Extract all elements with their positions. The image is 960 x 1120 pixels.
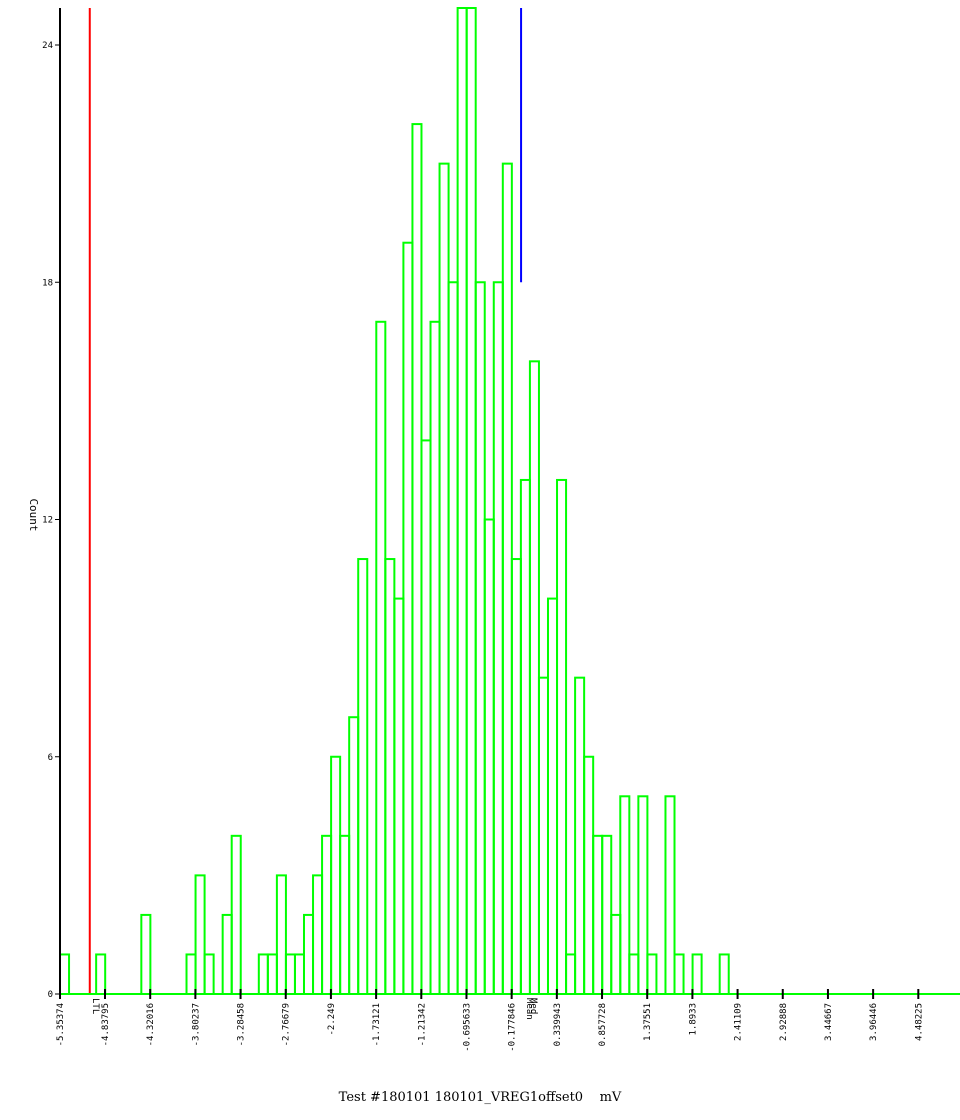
x-tick-label: 3.96446 — [869, 1003, 879, 1041]
histogram-bar — [646, 953, 658, 995]
histogram-bar — [321, 834, 333, 995]
histogram-bar — [420, 439, 432, 995]
histogram-bar — [610, 913, 622, 996]
x-tick-label: -1.73121 — [372, 1003, 382, 1046]
histogram-bar — [275, 874, 287, 995]
histogram-bar — [601, 834, 613, 995]
histogram-bar — [456, 7, 468, 995]
histogram-bar — [637, 795, 649, 996]
histogram-bars — [59, 7, 730, 996]
histogram-bar — [411, 123, 423, 996]
histogram-bar — [673, 953, 685, 995]
histogram-bar — [221, 913, 233, 996]
histogram-bar — [384, 558, 396, 996]
y-tick-label: 0 — [48, 990, 53, 1000]
x-tick-label: -1.21342 — [417, 1003, 427, 1046]
axes — [59, 8, 960, 995]
y-tick-label: 12 — [42, 516, 53, 526]
x-tick-label: 0.857728 — [598, 1003, 608, 1046]
histogram-bar — [203, 953, 215, 995]
histogram-bar — [140, 913, 152, 996]
x-tick-label: -5.35374 — [56, 1003, 66, 1046]
histogram-bar — [537, 676, 549, 996]
histogram-bar — [501, 162, 513, 995]
median-label: Med — [528, 998, 538, 1014]
histogram-bar — [339, 834, 351, 995]
x-tick-label: -3.80237 — [191, 1003, 201, 1046]
histogram-bar — [257, 953, 269, 995]
limit-label-ltl: LTL — [90, 998, 100, 1014]
y-axis-label: Count — [27, 498, 40, 531]
histogram-bar — [293, 953, 305, 995]
histogram-bar — [185, 953, 197, 995]
histogram-bar — [230, 834, 242, 995]
x-tick-label: 2.92888 — [779, 1003, 789, 1041]
x-tick-label: 3.44667 — [824, 1003, 834, 1041]
histogram-bar — [691, 953, 703, 995]
histogram-bar — [194, 874, 206, 995]
histogram-bar — [447, 281, 459, 995]
histogram-bar — [483, 518, 495, 995]
histogram-bar — [664, 795, 676, 996]
histogram-bar — [583, 755, 595, 995]
mean-label: Mean — [524, 998, 534, 1020]
histogram-bar — [284, 953, 296, 995]
histogram-bar — [619, 795, 631, 996]
histogram-bar — [438, 162, 450, 995]
histogram-bar — [546, 597, 559, 995]
y-tick-label: 24 — [42, 41, 53, 51]
histogram-bar — [375, 320, 387, 995]
histogram-bar — [302, 913, 315, 996]
histogram-bar — [565, 953, 577, 995]
histogram-bar — [402, 241, 414, 996]
x-tick-label: -2.249 — [327, 1003, 337, 1036]
x-tick-label: 4.48225 — [914, 1003, 924, 1041]
histogram-bar — [519, 478, 531, 996]
x-tick-label: -0.177846 — [508, 1003, 518, 1052]
histogram-bar — [348, 716, 360, 995]
y-tick-label: 18 — [42, 278, 53, 288]
histogram-bar — [556, 478, 568, 996]
histogram-bar — [330, 755, 342, 995]
histogram-bar — [592, 834, 604, 995]
histogram-bar — [628, 953, 640, 995]
x-tick-label: -2.76679 — [282, 1003, 292, 1046]
x-tick-label: -0.695633 — [462, 1003, 472, 1052]
histogram-bar — [718, 953, 730, 995]
x-tick-label: 2.41109 — [734, 1003, 744, 1041]
histogram-bar — [357, 558, 369, 996]
histogram-bar — [266, 953, 278, 995]
x-axis-title: Test #180101 180101_VREG1offset0 mV — [0, 1090, 960, 1105]
histogram-bar — [492, 281, 504, 995]
histogram-bar — [574, 676, 586, 996]
histogram-bar — [393, 597, 405, 995]
spec-limit-lines: LTLUTLMeanMed — [88, 8, 538, 1020]
histogram-bar — [429, 320, 441, 995]
x-axis-ticks: -5.35374 -4.83795 -4.32016 -3.80237 -3.28458… — [56, 989, 924, 1052]
histogram-bar — [312, 874, 324, 995]
histogram-bar — [465, 7, 477, 995]
x-tick-label: 0.339943 — [553, 1003, 563, 1046]
x-tick-label: -3.28458 — [237, 1003, 247, 1046]
histogram-bar — [528, 360, 540, 996]
x-tick-label: 1.37551 — [643, 1003, 653, 1041]
x-axis-unit: mV — [599, 1090, 622, 1105]
y-axis-title: Count — [27, 498, 40, 531]
histogram-bar — [59, 953, 71, 995]
x-tick-label: -4.83795 — [101, 1003, 111, 1046]
histogram-bar — [474, 281, 486, 995]
x-tick-label: -4.32016 — [146, 1003, 156, 1046]
y-tick-label: 6 — [48, 753, 53, 763]
x-axis-label: Test #180101 180101_VREG1offset0 — [338, 1090, 584, 1105]
y-axis-ticks: 0 6 12 18 24 — [42, 41, 60, 1000]
histogram-bar — [510, 558, 522, 996]
histogram-bar — [95, 953, 107, 995]
x-tick-label: 1.8933 — [688, 1003, 698, 1036]
